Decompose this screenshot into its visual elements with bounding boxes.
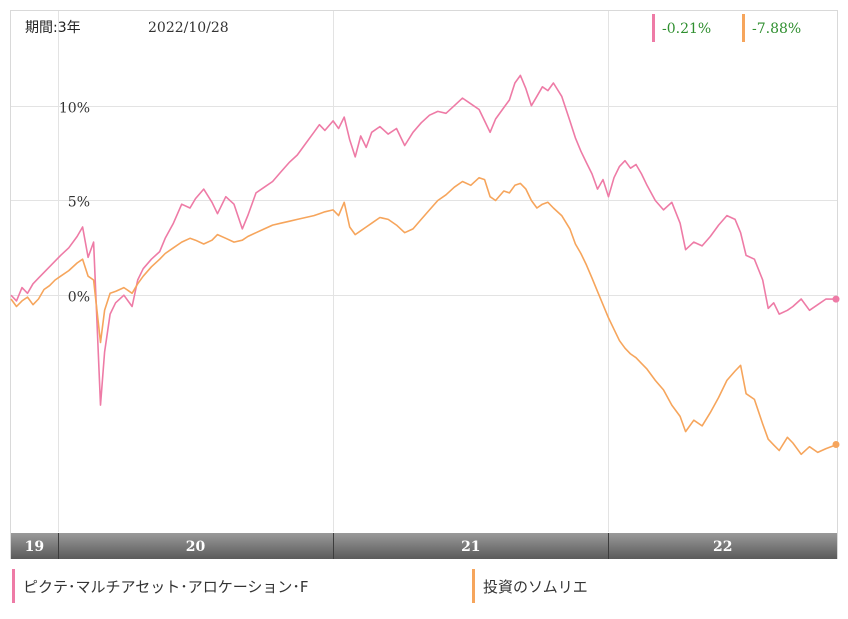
series-line-1 <box>10 74 838 406</box>
legend-color-swatch <box>472 569 475 603</box>
legend-label: 投資のソムリエ <box>483 577 588 596</box>
return-1-color-bar <box>652 14 655 42</box>
series-lines <box>10 74 838 456</box>
x-axis-band-bg <box>11 533 837 559</box>
x-axis-band: 19 20 21 22 <box>11 533 837 559</box>
legend-item-2[interactable]: 投資のソムリエ <box>472 568 588 604</box>
legend-label: ピクテ･マルチアセット･アロケーション･F <box>23 577 309 596</box>
series-line-2 <box>10 176 838 456</box>
y-tick-label: 10% <box>59 101 90 117</box>
legend-color-swatch <box>12 569 15 603</box>
plot-border <box>10 10 838 559</box>
x-tick-label: 20 <box>186 539 206 555</box>
x-tick-label: 22 <box>713 539 732 555</box>
series-end-markers <box>832 295 840 448</box>
series-end-marker-1 <box>832 295 840 303</box>
y-tick-label: 5% <box>68 195 90 211</box>
return-2-value: -7.88% <box>752 21 801 37</box>
x-tick-label: 21 <box>461 539 480 555</box>
vertical-gridlines <box>58 11 609 532</box>
y-axis-labels: 10% 5% 0% <box>59 101 90 306</box>
horizontal-gridlines <box>11 106 837 296</box>
y-tick-label: 0% <box>68 290 90 306</box>
return-1-value: -0.21% <box>662 21 711 37</box>
x-tick-label: 19 <box>25 539 44 555</box>
return-2-color-bar <box>742 14 745 42</box>
as-of-date: 2022/10/28 <box>148 20 229 36</box>
series-end-marker-2 <box>832 440 840 448</box>
period-label: 期間:3年 <box>25 20 81 36</box>
legend-item-1[interactable]: ピクテ･マルチアセット･アロケーション･F <box>12 568 309 604</box>
